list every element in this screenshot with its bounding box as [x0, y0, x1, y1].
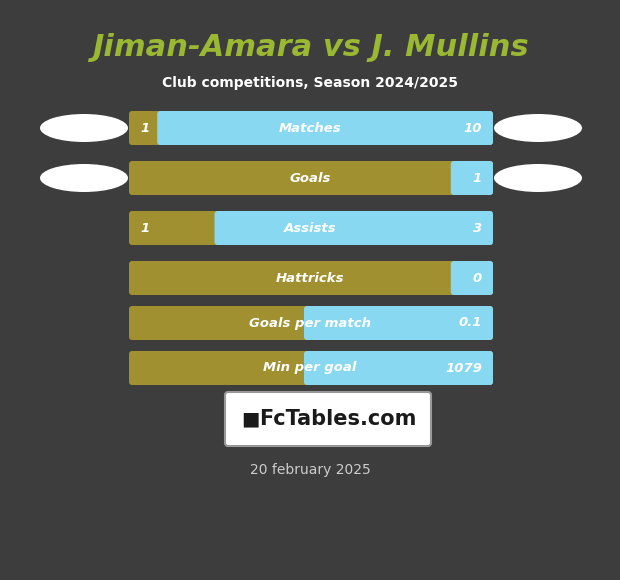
FancyBboxPatch shape — [215, 211, 493, 245]
FancyBboxPatch shape — [129, 111, 493, 145]
FancyBboxPatch shape — [129, 261, 493, 295]
FancyBboxPatch shape — [129, 161, 493, 195]
Text: 1: 1 — [140, 222, 149, 234]
Ellipse shape — [494, 164, 582, 192]
FancyBboxPatch shape — [157, 111, 493, 145]
Text: Min per goal: Min per goal — [264, 361, 356, 375]
Text: 1079: 1079 — [445, 361, 482, 375]
Text: 0.1: 0.1 — [459, 317, 482, 329]
FancyBboxPatch shape — [304, 306, 493, 340]
Text: Club competitions, Season 2024/2025: Club competitions, Season 2024/2025 — [162, 76, 458, 90]
Text: Hattricks: Hattricks — [276, 271, 344, 285]
Text: 10: 10 — [464, 121, 482, 135]
Text: 20 february 2025: 20 february 2025 — [250, 463, 370, 477]
Text: 0: 0 — [472, 271, 482, 285]
Text: Assists: Assists — [284, 222, 336, 234]
FancyBboxPatch shape — [129, 211, 493, 245]
FancyBboxPatch shape — [304, 351, 493, 385]
Text: FcTables.com: FcTables.com — [259, 409, 417, 429]
Text: Jiman-Amara vs J. Mullins: Jiman-Amara vs J. Mullins — [92, 34, 528, 63]
Text: 3: 3 — [472, 222, 482, 234]
FancyBboxPatch shape — [451, 261, 493, 295]
Ellipse shape — [494, 114, 582, 142]
Text: Goals: Goals — [290, 172, 330, 184]
Text: Goals per match: Goals per match — [249, 317, 371, 329]
Text: 1: 1 — [140, 121, 149, 135]
FancyBboxPatch shape — [451, 161, 493, 195]
Ellipse shape — [40, 164, 128, 192]
Text: ■: ■ — [241, 409, 259, 429]
Text: Matches: Matches — [278, 121, 342, 135]
FancyBboxPatch shape — [129, 306, 493, 340]
Text: 1: 1 — [472, 172, 482, 184]
Ellipse shape — [40, 114, 128, 142]
FancyBboxPatch shape — [129, 351, 493, 385]
FancyBboxPatch shape — [225, 392, 431, 446]
